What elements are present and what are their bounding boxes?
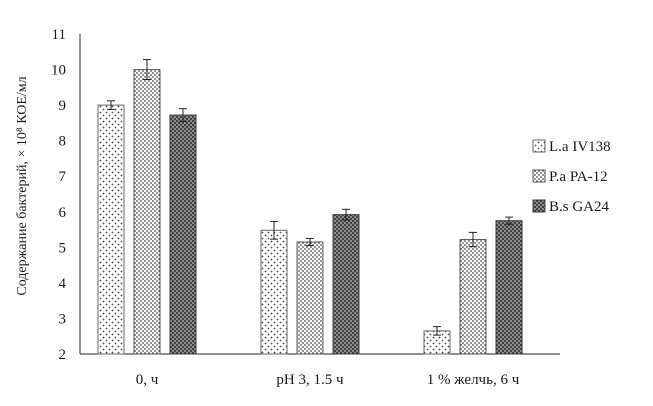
y-tick-label: 8 — [59, 134, 67, 150]
error-bar-1-2 — [469, 231, 477, 248]
y-tick-label: 4 — [59, 276, 67, 292]
y-tick-label: 10 — [51, 63, 66, 79]
bar-p-a-pa-12-2 — [459, 239, 487, 355]
error-bars-group — [107, 59, 513, 336]
bar-b-s-ga24-2 — [495, 220, 523, 355]
bar-l-a-iv138-0 — [97, 104, 125, 355]
bar-p-a-pa-12-0 — [133, 69, 161, 355]
x-category-label: pH 3, 1.5 ч — [276, 372, 344, 388]
bar-p-a-pa-12-1 — [296, 241, 324, 355]
y-tick-label: 3 — [59, 311, 67, 327]
bar-l-a-iv138-1 — [260, 229, 288, 355]
error-bar-0-0 — [107, 100, 115, 110]
legend: L.a IV138 P.a PA-12 B.s GA24 — [532, 139, 611, 215]
y-tick-label: 7 — [59, 169, 67, 185]
y-tick-label: 2 — [59, 347, 67, 363]
bars-group — [97, 69, 523, 355]
y-tick-label: 11 — [52, 27, 66, 43]
error-bar-2-2 — [505, 216, 513, 225]
legend-swatch — [532, 169, 546, 183]
error-bar-1-0 — [143, 59, 151, 81]
x-axis-categories: 0, ч pH 3, 1.5 ч 1 % желчь, 6 ч — [136, 372, 520, 388]
legend-label: B.s GA24 — [549, 199, 610, 215]
bar-b-s-ga24-1 — [332, 214, 360, 355]
error-bar-0-1 — [270, 220, 278, 240]
y-tick-label: 5 — [59, 240, 67, 256]
y-tick-label: 6 — [59, 205, 67, 221]
y-axis-ticks: 2 3 4 5 6 7 8 9 10 11 — [51, 27, 67, 363]
x-category-label: 1 % желчь, 6 ч — [427, 372, 520, 388]
bar-b-s-ga24-0 — [169, 114, 197, 355]
error-bar-0-2 — [433, 326, 441, 336]
legend-label: P.a PA-12 — [549, 169, 608, 185]
y-tick-label: 9 — [59, 98, 67, 114]
x-category-label: 0, ч — [136, 372, 159, 388]
legend-label: L.a IV138 — [549, 139, 611, 155]
legend-swatch — [532, 199, 546, 213]
error-bar-1-1 — [306, 237, 314, 247]
error-bar-2-1 — [342, 208, 350, 221]
legend-swatch — [532, 139, 546, 153]
error-bar-2-0 — [179, 108, 187, 122]
y-axis-label: Содержание бактерий, × 10⁸ КОЕ/мл — [15, 76, 30, 295]
